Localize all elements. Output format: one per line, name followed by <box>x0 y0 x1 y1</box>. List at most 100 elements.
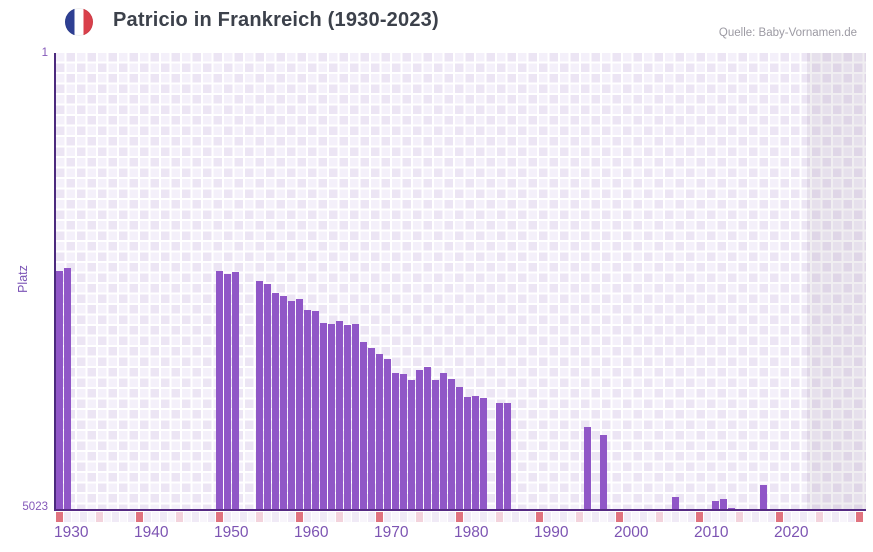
bar-2011[interactable] <box>711 501 719 509</box>
strip-cell-2005 <box>663 512 671 522</box>
bar-1970[interactable] <box>383 358 391 509</box>
bar-1961[interactable] <box>311 310 319 509</box>
bar-1985[interactable] <box>503 403 511 509</box>
bar-1963[interactable] <box>327 324 335 509</box>
strip-cell-2010 <box>703 512 711 522</box>
x-tick-1980: 1980 <box>454 524 489 541</box>
bar-1949[interactable] <box>215 271 223 509</box>
strip-cell-1942 <box>159 512 167 522</box>
bar-1971[interactable] <box>391 373 399 509</box>
bar-1955[interactable] <box>263 283 271 509</box>
strip-cell-2027 <box>839 512 847 522</box>
strip-cell-1940 <box>143 512 151 522</box>
strip-cell-1989 <box>535 512 543 522</box>
strip-cell-1948 <box>207 512 215 522</box>
strip-cell-2007 <box>679 512 687 522</box>
strip-cell-1961 <box>311 512 319 522</box>
x-tick-1930: 1930 <box>54 524 89 541</box>
bar-2006[interactable] <box>671 497 679 509</box>
bar-1951[interactable] <box>231 271 239 509</box>
bar-1929[interactable] <box>56 270 63 509</box>
strip-cell-1949 <box>215 512 223 522</box>
bar-1982[interactable] <box>479 398 487 509</box>
x-tick-1990: 1990 <box>534 524 569 541</box>
bar-1980[interactable] <box>463 397 471 509</box>
bar-1966[interactable] <box>351 324 359 509</box>
strip-cell-1953 <box>247 512 255 522</box>
strip-cell-1997 <box>599 512 607 522</box>
bar-1960[interactable] <box>303 309 311 509</box>
strip-cell-2018 <box>767 512 775 522</box>
source-credit: Quelle: Baby-Vornamen.de <box>718 27 857 39</box>
bar-1957[interactable] <box>279 295 287 509</box>
bar-1978[interactable] <box>447 379 455 509</box>
strip-cell-1929 <box>56 512 63 522</box>
bar-1974[interactable] <box>415 369 423 509</box>
strip-cell-1945 <box>183 512 191 522</box>
bar-1972[interactable] <box>399 374 407 509</box>
strip-cell-1959 <box>295 512 303 522</box>
strip-cell-1941 <box>151 512 159 522</box>
strip-cell-1987 <box>519 512 527 522</box>
strip-cell-1970 <box>383 512 391 522</box>
strip-cell-1976 <box>431 512 439 522</box>
strip-cell-2014 <box>735 512 743 522</box>
plot-area[interactable] <box>56 53 866 509</box>
strip-cell-1988 <box>527 512 535 522</box>
strip-cell-1981 <box>471 512 479 522</box>
bar-1954[interactable] <box>255 280 263 509</box>
strip-cell-1985 <box>503 512 511 522</box>
strip-cell-1983 <box>487 512 495 522</box>
bar-1967[interactable] <box>359 341 367 509</box>
strip-cell-1990 <box>543 512 551 522</box>
bar-2012[interactable] <box>719 499 727 509</box>
bar-1977[interactable] <box>439 373 447 509</box>
strip-cell-2012 <box>719 512 727 522</box>
x-tick-2020: 2020 <box>774 524 809 541</box>
strip-cell-1965 <box>343 512 351 522</box>
bar-1930[interactable] <box>63 268 71 509</box>
bar-1984[interactable] <box>495 403 503 509</box>
bar-1973[interactable] <box>407 379 415 509</box>
bar-1958[interactable] <box>287 300 295 509</box>
strip-cell-2017 <box>759 512 767 522</box>
y-tick-bottom: 5023 <box>22 501 48 513</box>
bar-1950[interactable] <box>223 274 231 509</box>
strip-cell-1984 <box>495 512 503 522</box>
strip-cell-1943 <box>167 512 175 522</box>
no-data-region <box>807 53 866 509</box>
bar-1965[interactable] <box>343 325 351 509</box>
strip-cell-2024 <box>815 512 823 522</box>
strip-cell-1960 <box>303 512 311 522</box>
strip-cell-1938 <box>127 512 135 522</box>
bar-1956[interactable] <box>271 293 279 509</box>
strip-cell-1972 <box>399 512 407 522</box>
bar-1976[interactable] <box>431 380 439 509</box>
x-tick-2010: 2010 <box>694 524 729 541</box>
strip-cell-1931 <box>71 512 79 522</box>
strip-cell-2013 <box>727 512 735 522</box>
strip-cell-2025 <box>823 512 831 522</box>
bar-1959[interactable] <box>295 299 303 509</box>
strip-cell-1991 <box>551 512 559 522</box>
bar-1979[interactable] <box>455 386 463 509</box>
strip-cell-1999 <box>615 512 623 522</box>
strip-cell-1996 <box>591 512 599 522</box>
strip-cell-1982 <box>479 512 487 522</box>
bar-1981[interactable] <box>471 395 479 509</box>
bar-2017[interactable] <box>759 485 767 509</box>
strip-cell-1980 <box>463 512 471 522</box>
bar-1969[interactable] <box>375 354 383 509</box>
bar-1975[interactable] <box>423 367 431 509</box>
strip-cell-1974 <box>415 512 423 522</box>
bar-1962[interactable] <box>319 322 327 509</box>
strip-cell-1933 <box>87 512 95 522</box>
strip-cell-2015 <box>743 512 751 522</box>
strip-cell-1946 <box>191 512 199 522</box>
bar-1997[interactable] <box>599 435 607 509</box>
strip-cell-1952 <box>239 512 247 522</box>
strip-cell-1944 <box>175 512 183 522</box>
bar-1968[interactable] <box>367 348 375 509</box>
bar-1964[interactable] <box>335 320 343 509</box>
bar-1995[interactable] <box>583 426 591 509</box>
